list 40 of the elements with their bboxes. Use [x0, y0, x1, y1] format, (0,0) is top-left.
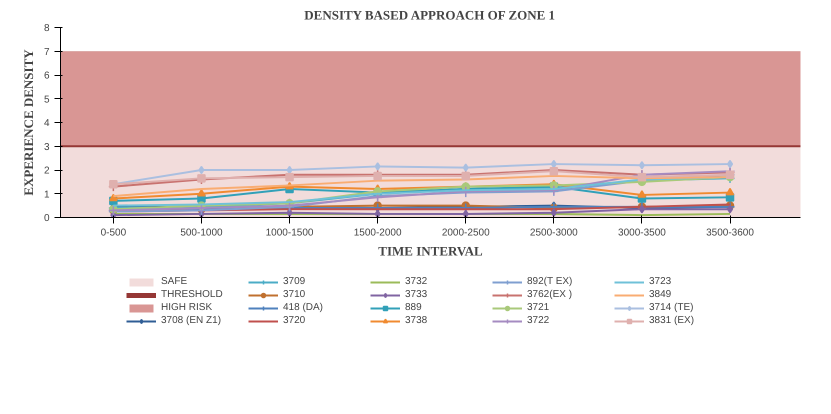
x-tick-label: 1000-1500: [266, 228, 314, 238]
legend-label: SAFE: [161, 276, 188, 287]
legend-label: 3831 (EX): [649, 315, 696, 326]
y-tick-label: 8: [44, 23, 50, 34]
y-tick-label: 0: [44, 213, 50, 224]
legend-label: 3733: [405, 289, 428, 300]
y-tick-label: 7: [44, 46, 50, 58]
legend-label: 3738: [405, 315, 428, 326]
legend-label: 3762(EX ): [527, 289, 574, 300]
legend-label: 3723: [649, 276, 672, 287]
legend-label: 3709: [283, 276, 306, 287]
legend-label: 3710: [283, 289, 306, 300]
x-tick-label: 0-500: [100, 228, 127, 238]
x-tick-label: 3000-3500: [618, 228, 666, 238]
x-tick-label: 2500-3000: [530, 228, 578, 238]
legend-label: 3849: [649, 289, 672, 300]
x-tick-label: 2000-2500: [442, 228, 490, 238]
x-tick-label: 3500-3600: [706, 228, 754, 238]
legend-label: THRESHOLD: [161, 289, 224, 300]
x-axis-title: TIME INTERVAL: [378, 244, 484, 258]
x-tick-label: 500-1000: [180, 228, 224, 238]
legend-label: 3720: [283, 315, 306, 326]
legend-label: 889: [405, 302, 423, 313]
y-tick-label: 2: [44, 166, 50, 176]
y-tick-label: 5: [44, 94, 50, 106]
legend-label: 3722: [527, 315, 550, 326]
y-tick-label: 3: [44, 142, 50, 153]
x-tick-label: 1500-2000: [354, 228, 402, 238]
legend-label: 3708 (EN Z1): [161, 315, 222, 326]
chart-title: DENSITY BASED APPROACH OF ZONE 1: [304, 8, 556, 22]
y-axis-title: EXPERIENCE DENSITY: [20, 48, 36, 196]
legend-label: 3732: [405, 276, 428, 287]
legend-label: 892(T EX): [527, 276, 574, 287]
legend-label: 418 (DA): [283, 302, 324, 313]
legend-label: 3721: [527, 302, 550, 313]
legend-label: 3714 (TE): [649, 302, 694, 313]
y-tick-label: 1: [44, 189, 50, 200]
y-tick-label: 4: [44, 118, 50, 129]
legend-label: HIGH RISK: [161, 302, 214, 313]
y-tick-label: 6: [44, 70, 50, 82]
